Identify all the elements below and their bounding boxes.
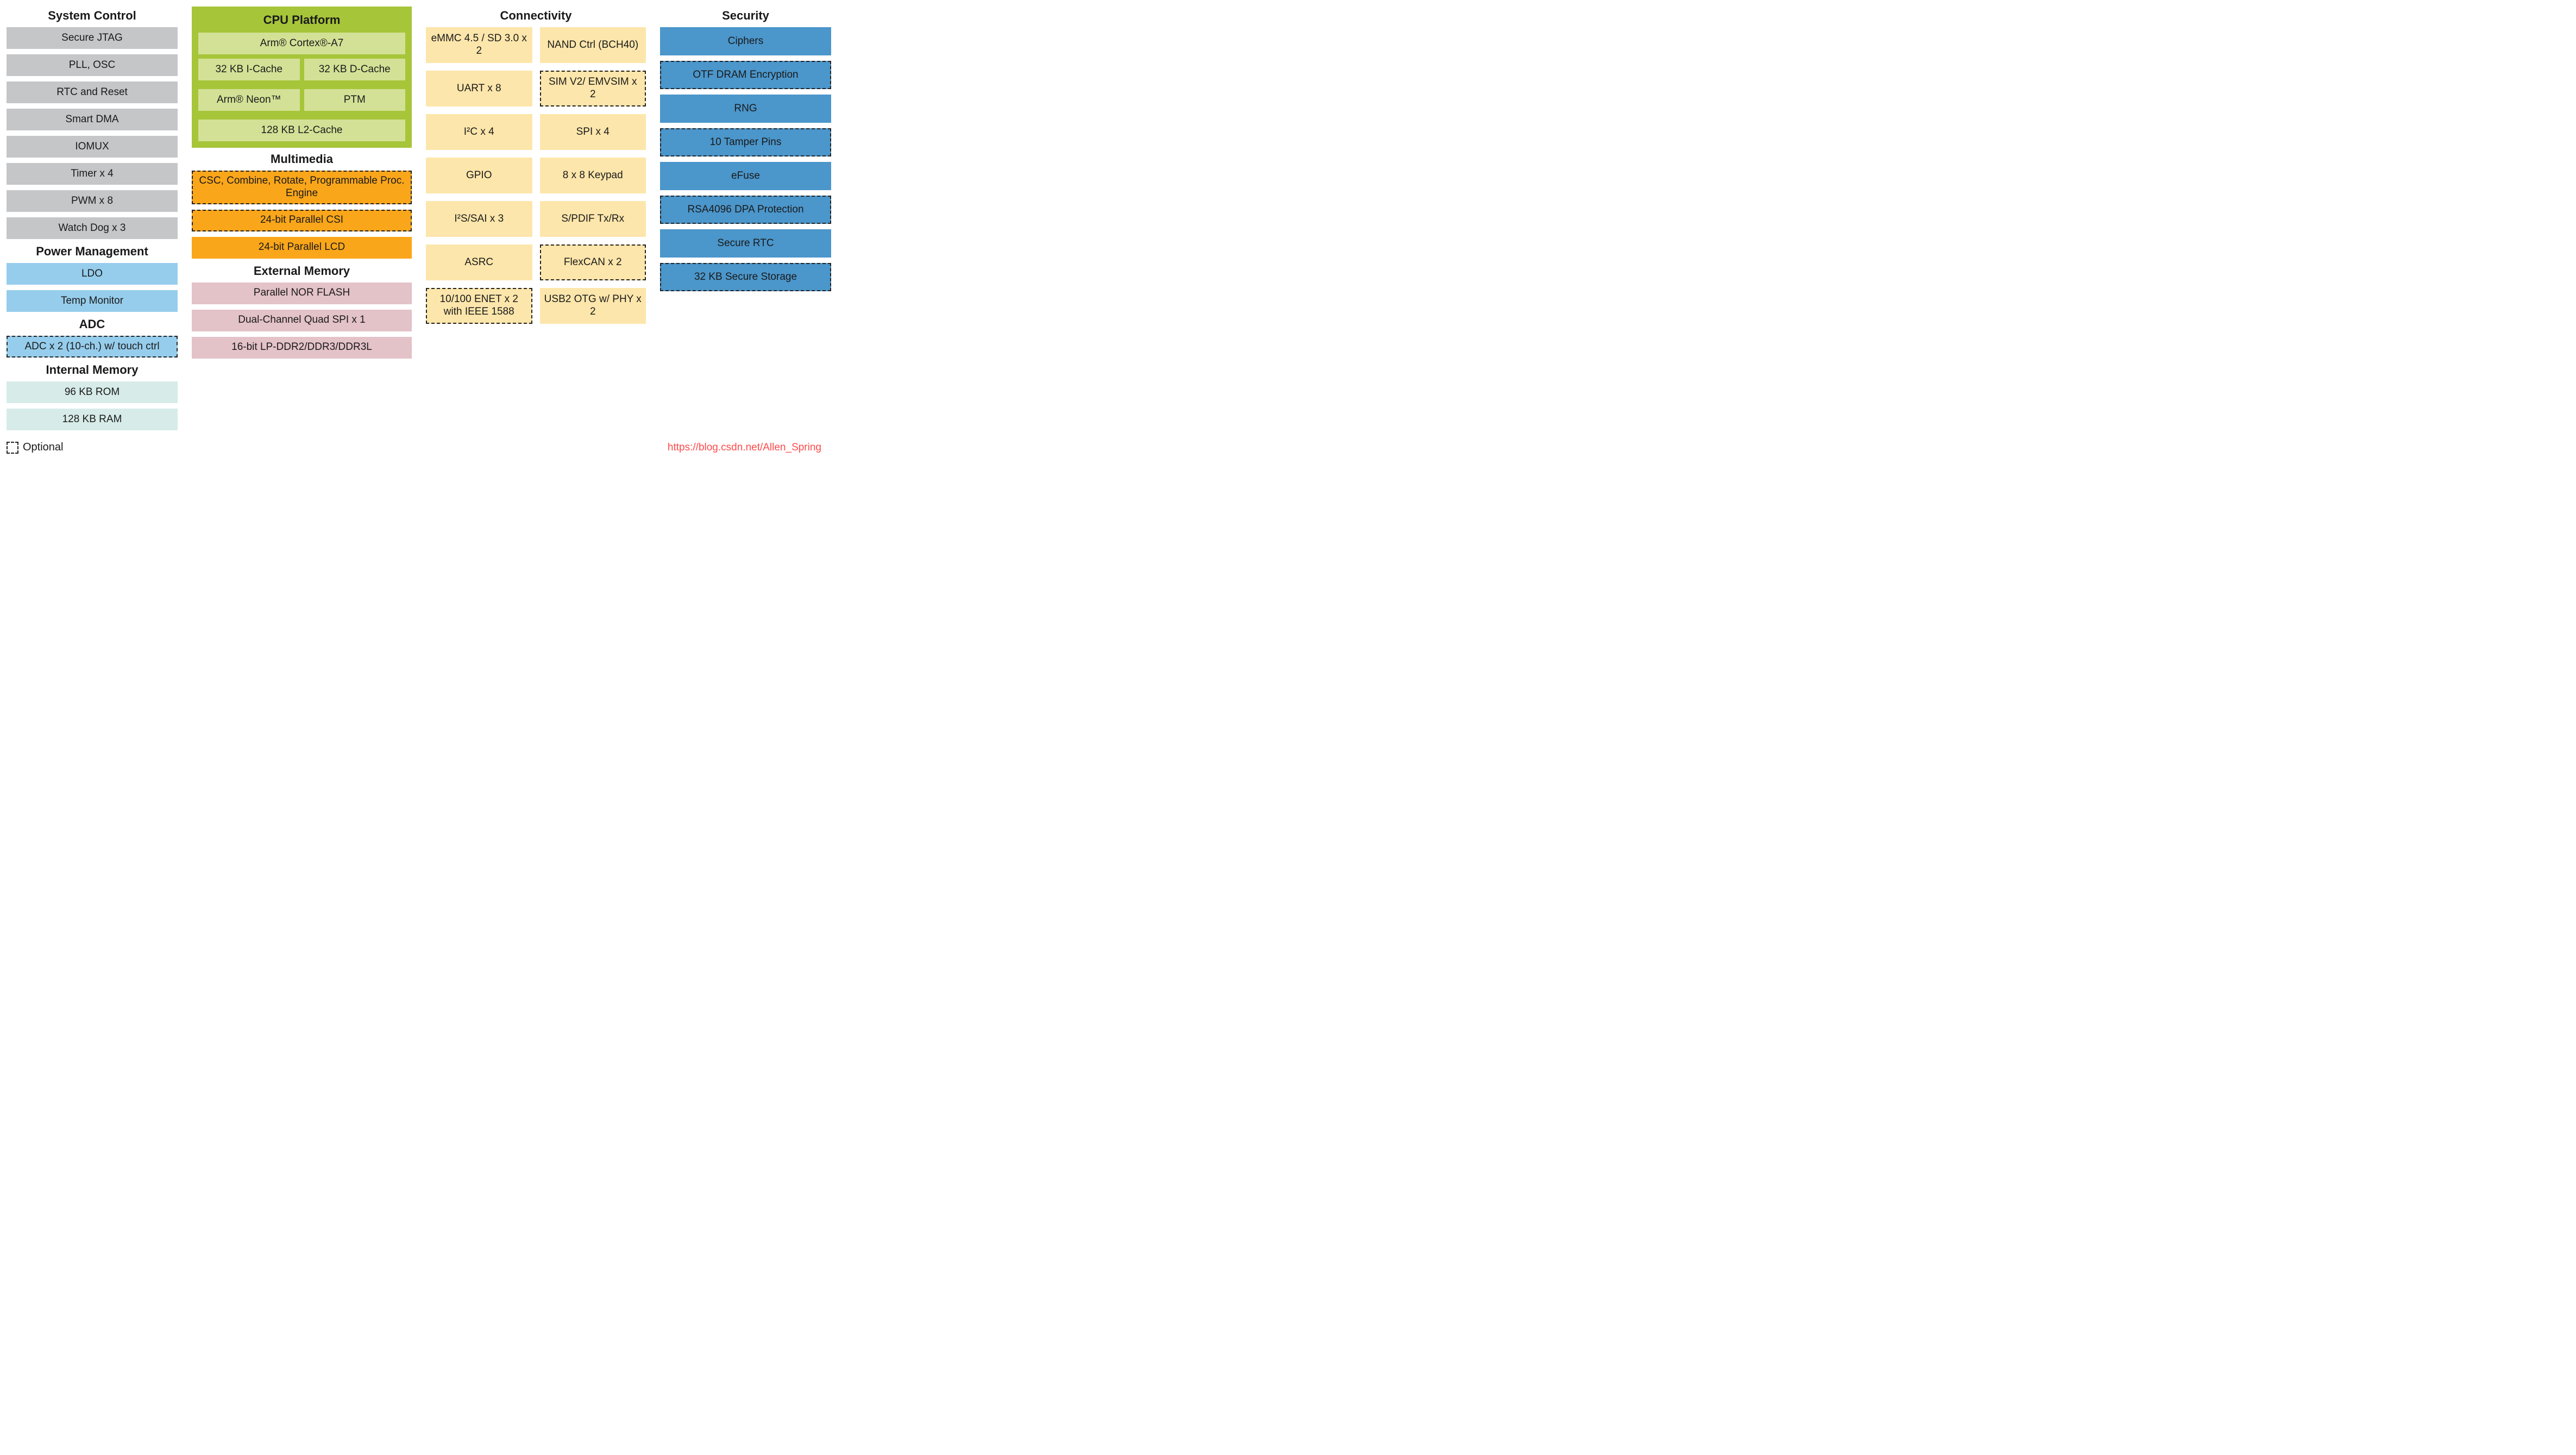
cpu-platform-container: CPU Platform Arm® Cortex®-A7 32 KB I-Cac… (192, 7, 412, 148)
block-item: Secure RTC (660, 229, 831, 258)
col-security: Security Ciphers OTF DRAM Encryption RNG 10… (660, 7, 831, 436)
block-item: LDO (7, 263, 178, 285)
block-item: I²C x 4 (426, 114, 532, 150)
block-item: Temp Monitor (7, 290, 178, 312)
block-diagram: System Control Secure JTAG PLL, OSC RTC an… (7, 7, 821, 436)
block-item: 10/100 ENET x 2 with IEEE 1588 (426, 288, 532, 324)
power-management-title: Power Management (7, 244, 178, 259)
block-item: IOMUX (7, 136, 178, 158)
adc-block: ADC x 2 (10-ch.) w/ touch ctrl (7, 336, 178, 358)
col-connectivity: Connectivity eMMC 4.5 / SD 3.0 x 2NAND C… (426, 7, 646, 436)
block-item: NAND Ctrl (BCH40) (540, 27, 646, 63)
block-item: 8 x 8 Keypad (540, 158, 646, 193)
block-item: SIM V2/ EMVSIM x 2 (540, 71, 646, 106)
block-item: UART x 8 (426, 71, 532, 106)
block-item: 10 Tamper Pins (660, 128, 831, 156)
block-item: S/PDIF Tx/Rx (540, 201, 646, 237)
cpu-core: Arm® Cortex®-A7 (198, 33, 405, 54)
block-item: 24-bit Parallel LCD (192, 237, 412, 259)
block-item: OTF DRAM Encryption (660, 61, 831, 89)
block-item: GPIO (426, 158, 532, 193)
cpu-neon: Arm® Neon™ (198, 89, 300, 111)
block-item: 128 KB RAM (7, 409, 178, 430)
cpu-platform-title: CPU Platform (198, 13, 405, 27)
block-item: PLL, OSC (7, 54, 178, 76)
block-item: 16-bit LP-DDR2/DDR3/DDR3L (192, 337, 412, 359)
block-item: I²S/SAI x 3 (426, 201, 532, 237)
block-item: 32 KB Secure Storage (660, 263, 831, 291)
internal-memory-title: Internal Memory (7, 363, 178, 377)
block-item: Dual-Channel Quad SPI x 1 (192, 310, 412, 331)
connectivity-title: Connectivity (426, 9, 646, 23)
col-mid: CPU Platform Arm® Cortex®-A7 32 KB I-Cac… (192, 7, 412, 436)
legend-optional: Optional (7, 441, 64, 454)
legend-swatch-icon (7, 442, 18, 454)
adc-title: ADC (7, 317, 178, 331)
block-item: USB2 OTG w/ PHY x 2 (540, 288, 646, 324)
cpu-ptm: PTM (304, 89, 406, 111)
block-item: Watch Dog x 3 (7, 217, 178, 239)
block-item: CSC, Combine, Rotate, Programmable Proc.… (192, 171, 412, 204)
legend-label: Optional (23, 441, 64, 454)
footer: Optional https://blog.csdn.net/Allen_Spr… (7, 441, 821, 454)
attribution-text: https://blog.csdn.net/Allen_Spring (668, 442, 821, 454)
block-item: Smart DMA (7, 109, 178, 130)
external-memory-title: External Memory (192, 264, 412, 278)
block-item: FlexCAN x 2 (540, 244, 646, 280)
block-item: eMMC 4.5 / SD 3.0 x 2 (426, 27, 532, 63)
block-item: RNG (660, 95, 831, 123)
block-item: 24-bit Parallel CSI (192, 210, 412, 231)
block-item: Timer x 4 (7, 163, 178, 185)
block-item: RSA4096 DPA Protection (660, 196, 831, 224)
cpu-icache: 32 KB I-Cache (198, 59, 300, 80)
block-item: ASRC (426, 244, 532, 280)
block-item: SPI x 4 (540, 114, 646, 150)
system-control-title: System Control (7, 9, 178, 23)
cpu-l2: 128 KB L2-Cache (198, 120, 405, 141)
block-item: RTC and Reset (7, 81, 178, 103)
cpu-dcache: 32 KB D-Cache (304, 59, 406, 80)
block-item: PWM x 8 (7, 190, 178, 212)
multimedia-title: Multimedia (192, 152, 412, 166)
block-item: Secure JTAG (7, 27, 178, 49)
block-item: 96 KB ROM (7, 381, 178, 403)
security-title: Security (660, 9, 831, 23)
block-item: Ciphers (660, 27, 831, 55)
block-item: eFuse (660, 162, 831, 190)
col-left: System Control Secure JTAG PLL, OSC RTC an… (7, 7, 178, 436)
block-item: Parallel NOR FLASH (192, 283, 412, 304)
